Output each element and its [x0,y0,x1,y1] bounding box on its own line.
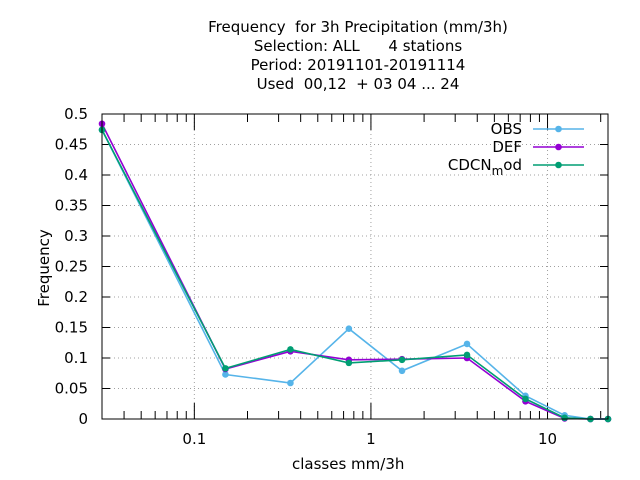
data-point-cdcnmod [463,351,471,359]
title-line-3: Period: 20191101-20191114 [250,56,466,74]
y-tick-label: 0.5 [64,105,88,123]
plot-frame [101,113,609,420]
data-point-obs [345,325,353,333]
series-line-def [101,123,608,420]
data-point-obs [287,379,294,387]
legend-label-def: DEF [492,138,522,156]
data-point-cdcnmod [222,365,229,372]
axis-ticks: 0 0.05 0.1 0.15 0.2 0.25 0.3 0.35 0.4 0.45 0.5 0.1 1… [55,105,608,448]
data-point-cdcnmod [398,356,406,364]
y-tick-label: 0.4 [64,166,88,184]
y-tick-label: 0.25 [55,258,88,276]
x-tick-label: 1 [366,430,376,448]
title-line-2: Selection: ALL 4 stations [253,37,463,55]
data-point-cdcnmod [287,346,294,353]
y-tick-label: 0.35 [55,197,88,215]
data-point-cdcnmod [561,414,568,422]
y-tick-label: 0 [78,410,88,428]
y-tick-label: 0.3 [64,227,88,245]
legend-label-obs: OBS [491,120,522,138]
title-line-1: Frequency for 3h Precipitation (mm/3h) [208,18,508,36]
y-tick-label: 0.2 [64,288,88,306]
data-point-obs [463,340,471,348]
x-tick-label: 10 [538,430,557,448]
series-line-cdcnmod [101,129,608,420]
data-point-cdcnmod [345,359,353,367]
legend-marker-cdcnmod [555,161,562,169]
x-tick-label: 0.1 [182,430,206,448]
legend-marker-obs [555,125,562,133]
data-point-obs [222,371,229,378]
grid [102,114,608,419]
legend-marker-def [555,143,562,151]
y-tick-label: 0.05 [55,380,88,398]
legend-label-cdcnmod: CDCNmod [448,156,522,178]
y-tick-label: 0.1 [64,349,88,367]
data-point-obs [398,367,406,375]
x-axis-title: classes mm/3h [292,455,405,473]
data-point-cdcnmod [522,395,529,403]
y-tick-label: 0.15 [55,319,88,337]
title-line-4: Used 00,12 + 03 04 ... 24 [256,75,460,93]
y-tick-label: 0.45 [55,136,88,154]
